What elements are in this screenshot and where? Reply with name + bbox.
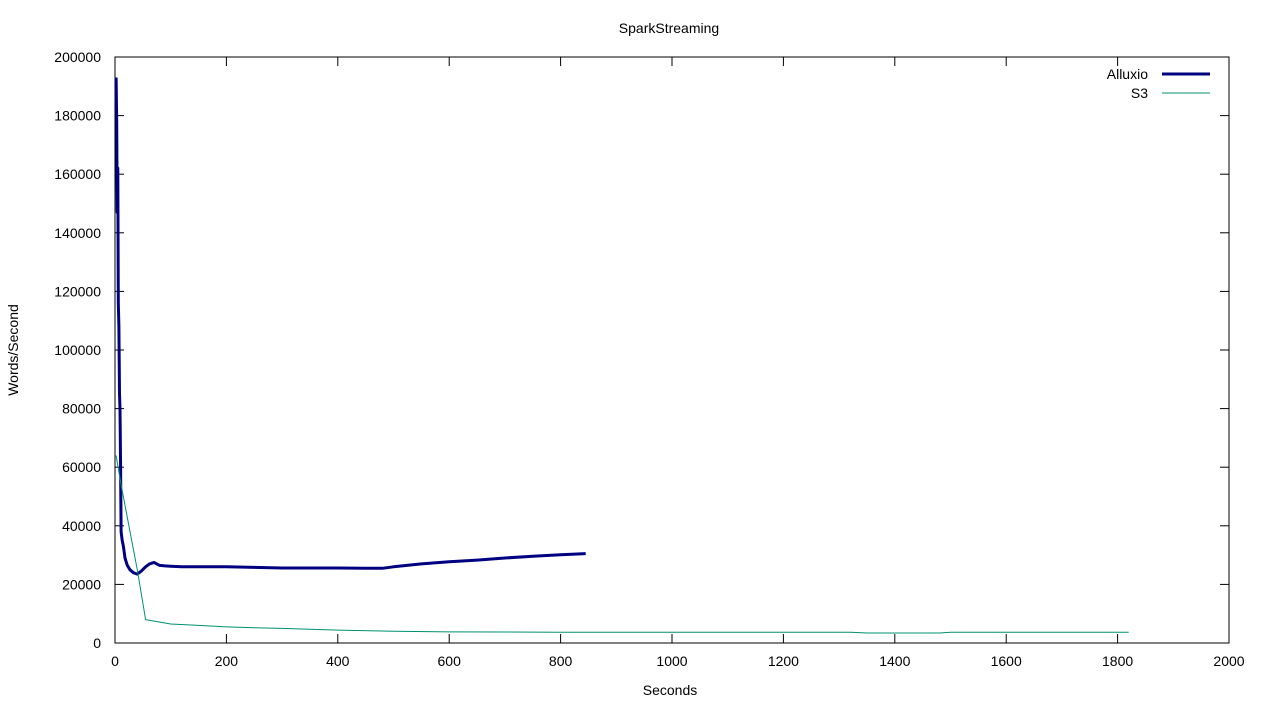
y-tick-label: 0 (93, 635, 101, 651)
chart-title: SparkStreaming (619, 20, 719, 36)
x-tick-label: 600 (438, 653, 462, 669)
y-tick-label: 40000 (62, 518, 101, 534)
x-tick-label: 1800 (1102, 653, 1133, 669)
y-axis-label: Words/Second (5, 304, 21, 396)
y-tick-label: 20000 (62, 576, 101, 592)
y-tick-label: 160000 (54, 166, 101, 182)
legend-label: S3 (1131, 85, 1148, 101)
x-axis-label: Seconds (643, 682, 697, 698)
y-tick-label: 80000 (62, 401, 101, 417)
x-tick-label: 1000 (656, 653, 687, 669)
y-tick-label: 120000 (54, 283, 101, 299)
x-tick-label: 2000 (1213, 653, 1244, 669)
y-tick-label: 60000 (62, 459, 101, 475)
x-tick-label: 200 (215, 653, 239, 669)
x-axis: 0 200 400 600 800 1000 1200 1400 1600 1800 2000 (111, 57, 1245, 669)
series-line-alluxio (114, 77, 586, 576)
series-line-s3 (115, 455, 1129, 634)
x-tick-label: 400 (326, 653, 350, 669)
y-axis: 0 20000 40000 60000 80000 100000 120000 140000 1… (54, 49, 1229, 651)
legend-label: Alluxio (1107, 66, 1148, 82)
legend: Alluxio S3 (1107, 66, 1210, 101)
plot-area-frame (114, 56, 1230, 644)
x-tick-label: 1200 (768, 653, 799, 669)
y-tick-label: 100000 (54, 342, 101, 358)
y-tick-label: 200000 (54, 49, 101, 65)
x-tick-label: 1400 (879, 653, 910, 669)
x-tick-label: 1600 (991, 653, 1022, 669)
x-tick-label: 0 (111, 653, 119, 669)
series-lines (114, 77, 1129, 634)
y-tick-label: 140000 (54, 225, 101, 241)
y-tick-label: 180000 (54, 108, 101, 124)
x-tick-label: 800 (549, 653, 573, 669)
